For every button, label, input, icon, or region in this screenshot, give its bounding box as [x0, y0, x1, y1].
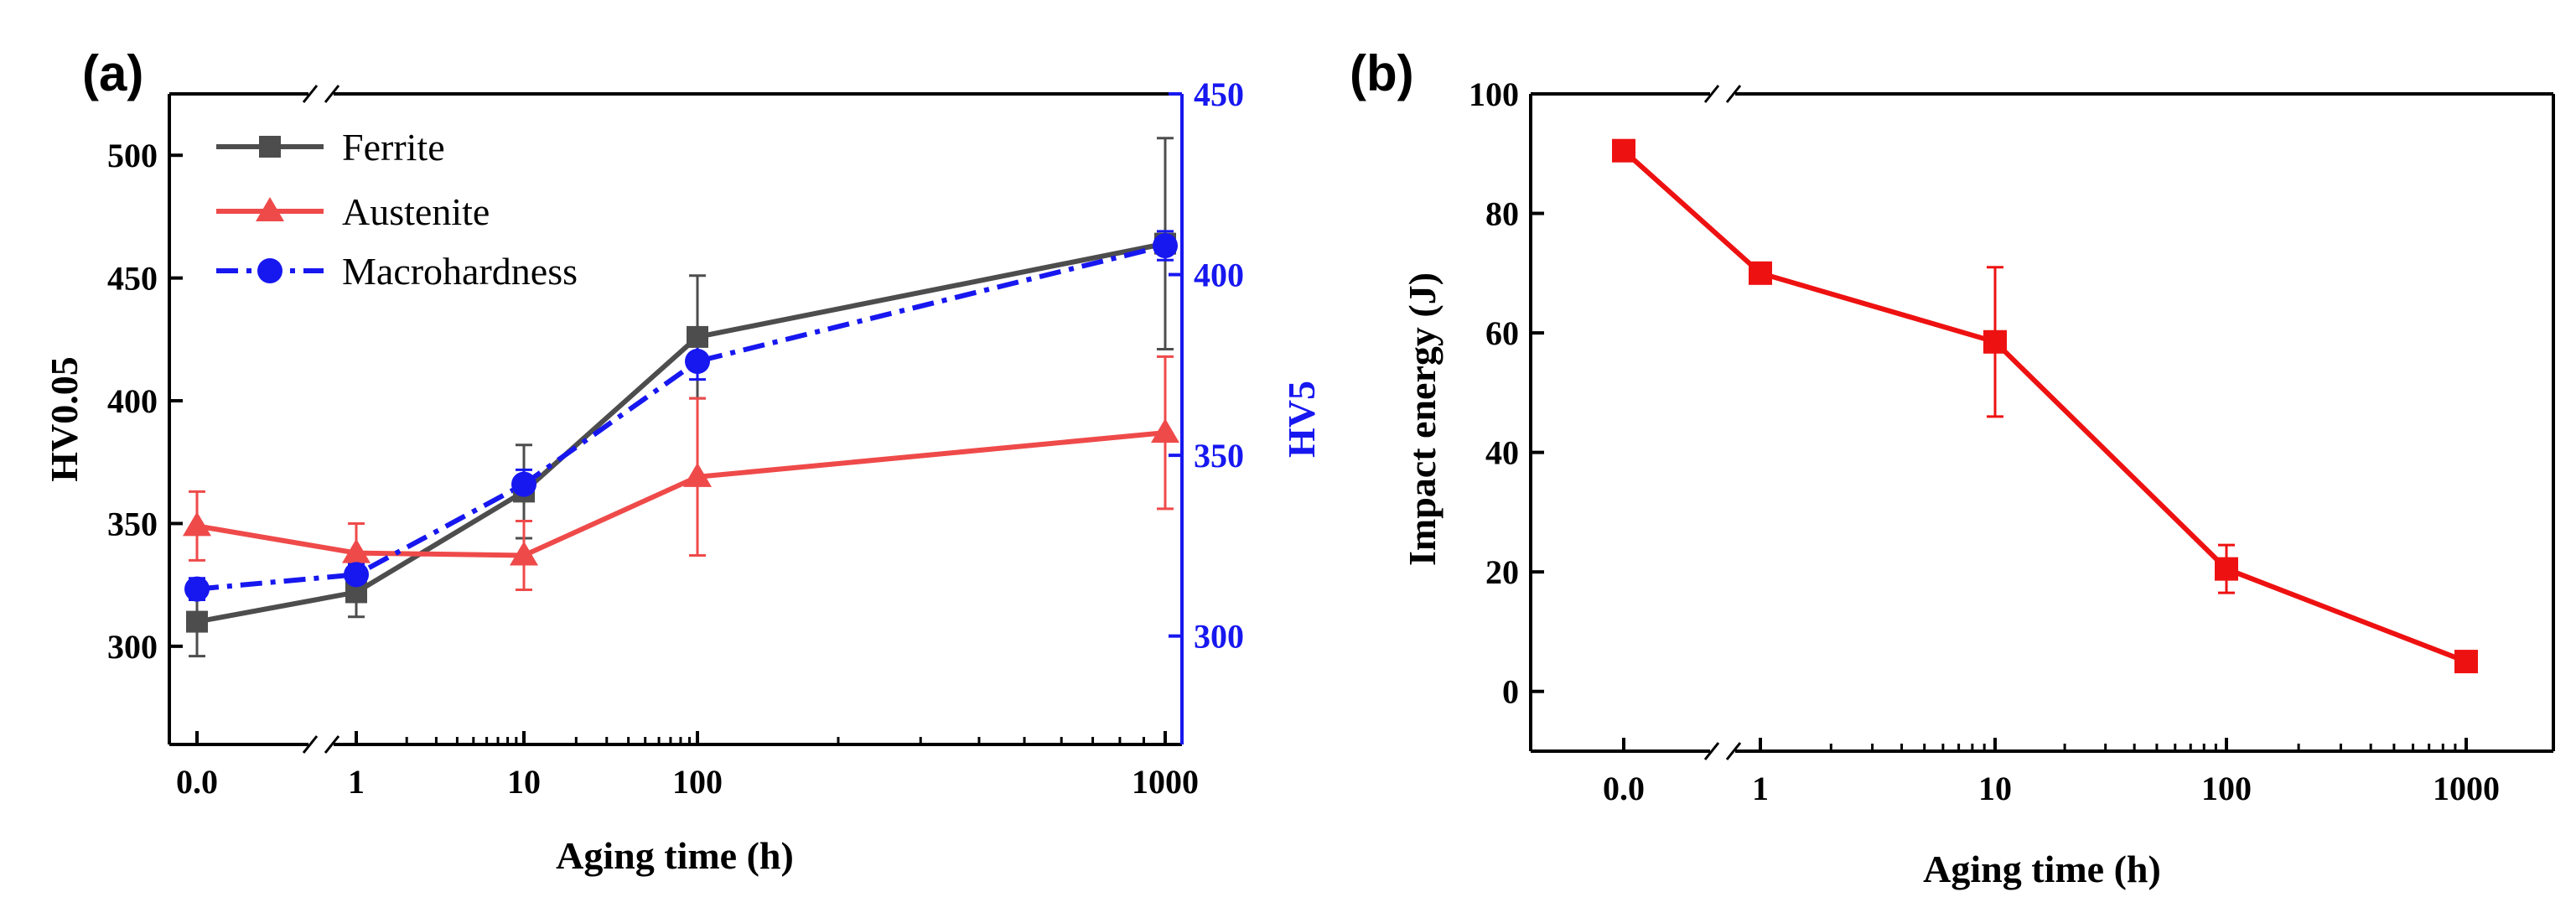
chart-b-ytick-label-0: 0 [1502, 673, 1519, 711]
panel-label-a: (a) [82, 45, 143, 101]
chart-b-axis-break-top [1703, 85, 1742, 103]
chart-a-axis-break-bottom [302, 735, 340, 754]
series-line-impact-energy [1621, 148, 2468, 664]
chart-b-ytick-label-100: 100 [1469, 75, 1519, 113]
marker-ferrite-0 [186, 610, 208, 633]
legend-item-ferrite: Ferrite [216, 126, 445, 169]
legend-label-macrohardness: Macrohardness [342, 250, 578, 293]
legend-item-austenite: Austenite [216, 190, 490, 233]
legend-label-austenite: Austenite [342, 190, 490, 233]
marker-austenite-1 [342, 538, 371, 563]
chart-b-ylabel: Impact energy (J) [1401, 272, 1443, 566]
marker-ferrite-3 [687, 325, 708, 348]
marker-austenite-0 [183, 511, 211, 537]
marker-macrohardness-3 [685, 349, 710, 375]
chart-a-y2label: HV5 [1280, 381, 1323, 458]
chart-a-xlabel: Aging time (h) [556, 834, 794, 877]
chart-a-xtick-label-10: 10 [507, 763, 541, 801]
marker-macrohardness-1 [344, 562, 369, 588]
chart-a-ytick-label-300: 300 [107, 628, 158, 666]
chart-a-xtick-label-100: 100 [672, 763, 723, 801]
chart-b-ytick-label-40: 40 [1485, 434, 1519, 472]
marker-macrohardness-2 [511, 471, 536, 497]
chart-a-ytick-label-350: 350 [107, 505, 158, 542]
marker-macrohardness-0 [184, 576, 210, 602]
marker-austenite-3 [683, 462, 712, 487]
chart-a-ytick-label-450: 450 [107, 260, 158, 298]
chart-b-xtick-label-1: 1 [1752, 770, 1769, 807]
chart-a-ytick-label-500: 500 [107, 137, 158, 174]
chart-a-y2tick-label-450: 450 [1194, 75, 1244, 113]
marker-impact-energy-3 [2215, 557, 2238, 581]
chart-a-legend: Ferrite Austenite Macrohardness [216, 126, 578, 293]
marker-austenite-2 [510, 541, 538, 566]
chart-a-y2tick-label-400: 400 [1194, 257, 1244, 294]
chart-a-ytick-label-400: 400 [107, 382, 158, 420]
chart-b-ytick-label-60: 60 [1485, 314, 1519, 352]
chart-a-xtick-label-1000: 1000 [1132, 763, 1199, 801]
legend-label-ferrite: Ferrite [342, 126, 445, 169]
marker-austenite-4 [1151, 418, 1179, 443]
legend-marker-austenite [256, 197, 284, 221]
chart-b-xlabel: Aging time (h) [1923, 848, 2161, 890]
marker-impact-energy-4 [2454, 650, 2478, 674]
chart-a-xtick-label-1: 1 [348, 763, 365, 801]
chart-a-y2tick-label-300: 300 [1194, 618, 1244, 656]
marker-impact-energy-0 [1612, 138, 1635, 163]
chart-b: 0 20 40 60 80 100 0.0 1 10 100 1000 Aging time (h… [1401, 75, 2555, 890]
chart-b-xtick-label-10: 10 [1978, 770, 2012, 807]
panel-label-b: (b) [1350, 45, 1414, 101]
series-line-ferrite [196, 241, 1166, 625]
marker-impact-energy-1 [1749, 261, 1772, 285]
marker-impact-energy-2 [1983, 329, 2007, 354]
chart-b-xtick-label-0-0: 0.0 [1603, 770, 1645, 807]
chart-b-axis-break-bottom [1703, 742, 1742, 760]
chart-b-ytick-label-20: 20 [1485, 553, 1519, 591]
chart-b-xtick-label-100: 100 [2201, 770, 2252, 807]
chart-a-xtick-label-0-0: 0.0 [176, 763, 218, 801]
chart-a-ylabel: HV0.05 [43, 356, 86, 482]
chart-a-y2tick-label-350: 350 [1194, 437, 1244, 475]
legend-marker-macrohardness [257, 258, 282, 283]
chart-b-ytick-label-80: 80 [1485, 195, 1519, 233]
legend-item-macrohardness: Macrohardness [216, 250, 578, 293]
chart-a: 300 350 400 450 500 300 350 400 450 0.0 1 10 100 10… [43, 75, 1323, 877]
series-line-macrohardness [196, 243, 1166, 592]
marker-macrohardness-4 [1153, 233, 1178, 259]
chart-b-xtick-label-1000: 1000 [2433, 770, 2500, 807]
legend-marker-ferrite [259, 136, 281, 158]
chart-a-axis-break-top [302, 85, 340, 103]
series-line-austenite [196, 430, 1166, 558]
